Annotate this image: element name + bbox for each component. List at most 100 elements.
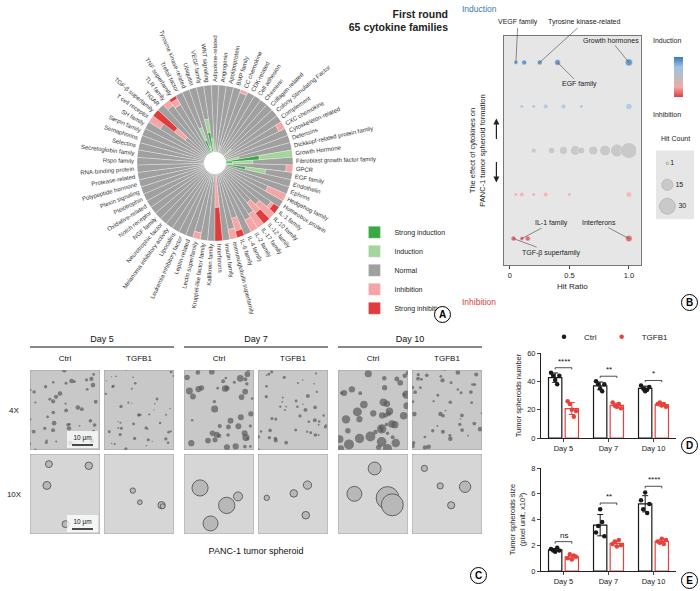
svg-text:Day 10: Day 10: [642, 577, 666, 586]
svg-text:**: **: [606, 365, 612, 374]
svg-text:Ctrl: Ctrl: [584, 333, 597, 342]
svg-text:Induction: Induction: [394, 248, 423, 255]
svg-text:VEGF family: VEGF family: [498, 18, 538, 26]
svg-text:0: 0: [531, 434, 535, 443]
svg-text:VEGF family: VEGF family: [190, 50, 202, 84]
svg-text:Polypeptide hormone: Polypeptide hormone: [81, 181, 138, 202]
svg-text:4: 4: [531, 515, 535, 524]
svg-text:RNA-binding protein: RNA-binding protein: [80, 166, 134, 176]
svg-text:Day 7: Day 7: [244, 334, 268, 344]
svg-text:TGFB1: TGFB1: [434, 354, 460, 363]
svg-text:Ctrl: Ctrl: [213, 354, 226, 363]
svg-text:****: ****: [648, 475, 660, 484]
svg-text:Collagen-related: Collagen-related: [269, 71, 305, 108]
svg-text:Tyrosine kinase-related: Tyrosine kinase-related: [158, 29, 187, 89]
svg-text:EGF family: EGF family: [562, 80, 597, 88]
svg-text:0.5: 0.5: [564, 271, 574, 280]
svg-text:PANC-1 tumor spheroid: PANC-1 tumor spheroid: [209, 546, 304, 556]
svg-text:ns: ns: [560, 531, 568, 540]
svg-text:Cytoskeleton-related: Cytoskeleton-related: [288, 105, 341, 134]
svg-text:Hedgehog family: Hedgehog family: [286, 196, 330, 222]
svg-text:Oxidative-related: Oxidative-related: [106, 203, 148, 233]
svg-text:Ubiquitin: Ubiquitin: [182, 62, 194, 86]
svg-text:Day 5: Day 5: [90, 334, 114, 344]
svg-text:Notch receptor: Notch receptor: [117, 209, 153, 239]
svg-text:Tyrosine kinase-related: Tyrosine kinase-related: [548, 18, 620, 26]
svg-text:Day 5: Day 5: [554, 577, 574, 586]
svg-text:6: 6: [531, 489, 535, 498]
svg-text:1.0: 1.0: [624, 271, 634, 280]
svg-text:Day 7: Day 7: [599, 577, 619, 586]
svg-text:Insulin family: Insulin family: [224, 243, 235, 278]
svg-text:Protease-related: Protease-related: [91, 174, 136, 187]
svg-text:IL-10 family: IL-10 family: [272, 216, 300, 242]
svg-text:Growth hormones: Growth hormones: [583, 37, 639, 44]
svg-text:The effect of cytokines onPANC: The effect of cytokines onPANC-1 tumor s…: [468, 94, 487, 206]
svg-text:Tumor spheroids size(pixel uni: Tumor spheroids size(pixel unit, x10³): [508, 484, 527, 555]
svg-text:TGFB1: TGFB1: [642, 333, 668, 342]
svg-text:Angiogenin: Angiogenin: [220, 52, 229, 82]
svg-text:****: ****: [558, 357, 570, 366]
svg-text:Leukemia inhibitory factor: Leukemia inhibitory factor: [149, 235, 184, 300]
svg-text:Ctrl: Ctrl: [59, 354, 72, 363]
svg-text:Cell adhesion: Cell adhesion: [256, 63, 282, 97]
svg-text:Day 7: Day 7: [599, 444, 619, 453]
svg-text:2: 2: [531, 541, 535, 550]
svg-text:10 μm: 10 μm: [73, 434, 91, 442]
svg-text:NGF family: NGF family: [131, 216, 158, 241]
svg-text:4X: 4X: [9, 406, 19, 415]
svg-text:T cell receptor: T cell receptor: [115, 93, 150, 120]
svg-text:60: 60: [527, 349, 535, 358]
svg-text:TGFB1: TGFB1: [126, 354, 152, 363]
svg-text:GPCR: GPCR: [296, 166, 314, 173]
svg-text:40: 40: [527, 377, 535, 386]
svg-text:WNT signaling: WNT signaling: [200, 43, 210, 82]
svg-text:1: 1: [670, 159, 674, 166]
svg-text:TNF superfamily: TNF superfamily: [144, 56, 174, 97]
svg-text:First round65 cytokine familie: First round65 cytokine families: [349, 8, 448, 33]
svg-text:Rspo family: Rspo family: [103, 157, 134, 164]
svg-text:Induction: Induction: [653, 37, 682, 44]
svg-text:Neurotrophic factor: Neurotrophic factor: [125, 221, 164, 264]
svg-text:Induction: Induction: [462, 4, 497, 14]
svg-text:Colony Stimulating Factor: Colony Stimulating Factor: [275, 64, 332, 114]
svg-text:Hit Count: Hit Count: [661, 135, 690, 142]
svg-text:Day 10: Day 10: [396, 334, 425, 344]
svg-text:Fibroblast growth factor famil: Fibroblast growth factor family: [296, 156, 376, 164]
svg-text:CXC chemokine: CXC chemokine: [284, 99, 326, 127]
svg-text:**: **: [606, 492, 612, 501]
svg-text:Day 10: Day 10: [642, 444, 666, 453]
svg-text:Growth Hormone: Growth Hormone: [295, 145, 342, 157]
svg-text:IL-12 family: IL-12 family: [266, 221, 292, 249]
svg-text:0: 0: [531, 567, 535, 576]
svg-text:Inhibition: Inhibition: [462, 297, 496, 307]
svg-text:Ctrl: Ctrl: [367, 354, 380, 363]
svg-text:TGF-β superfamily: TGF-β superfamily: [522, 249, 581, 257]
svg-text:Hit Ratio: Hit Ratio: [557, 282, 588, 291]
svg-text:Complement: Complement: [280, 95, 312, 120]
svg-text:Homeobox protein: Homeobox protein: [282, 203, 327, 235]
svg-text:Adipokine-related: Adipokine-related: [212, 35, 218, 82]
svg-text:Tumor spheroids number: Tumor spheroids number: [514, 353, 523, 437]
svg-text:Inhibition: Inhibition: [653, 111, 681, 118]
svg-text:15: 15: [675, 181, 683, 188]
svg-text:8: 8: [531, 464, 535, 473]
svg-text:10X: 10X: [7, 490, 22, 499]
svg-text:20: 20: [527, 405, 535, 414]
svg-text:10 μm: 10 μm: [73, 518, 91, 526]
svg-text:Day 5: Day 5: [554, 444, 574, 453]
svg-text:Melanoma inhibitory activity: Melanoma inhibitory activity: [121, 226, 170, 290]
svg-text:IL-1 family: IL-1 family: [535, 219, 568, 227]
svg-text:*: *: [652, 369, 655, 378]
svg-text:Inhibition: Inhibition: [394, 286, 422, 293]
svg-text:0: 0: [508, 271, 512, 280]
svg-text:Immunoglobulin superfamily: Immunoglobulin superfamily: [231, 241, 255, 315]
svg-text:Strong induction: Strong induction: [394, 229, 445, 237]
svg-text:Interferons: Interferons: [216, 244, 223, 273]
svg-text:30: 30: [678, 202, 686, 209]
svg-text:TGF-β superfamily: TGF-β superfamily: [113, 76, 155, 114]
svg-text:Interferons: Interferons: [582, 219, 616, 226]
svg-text:Kallikrein family: Kallikrein family: [206, 244, 214, 286]
svg-text:Normal: Normal: [394, 267, 417, 274]
svg-text:TGFB1: TGFB1: [280, 354, 306, 363]
